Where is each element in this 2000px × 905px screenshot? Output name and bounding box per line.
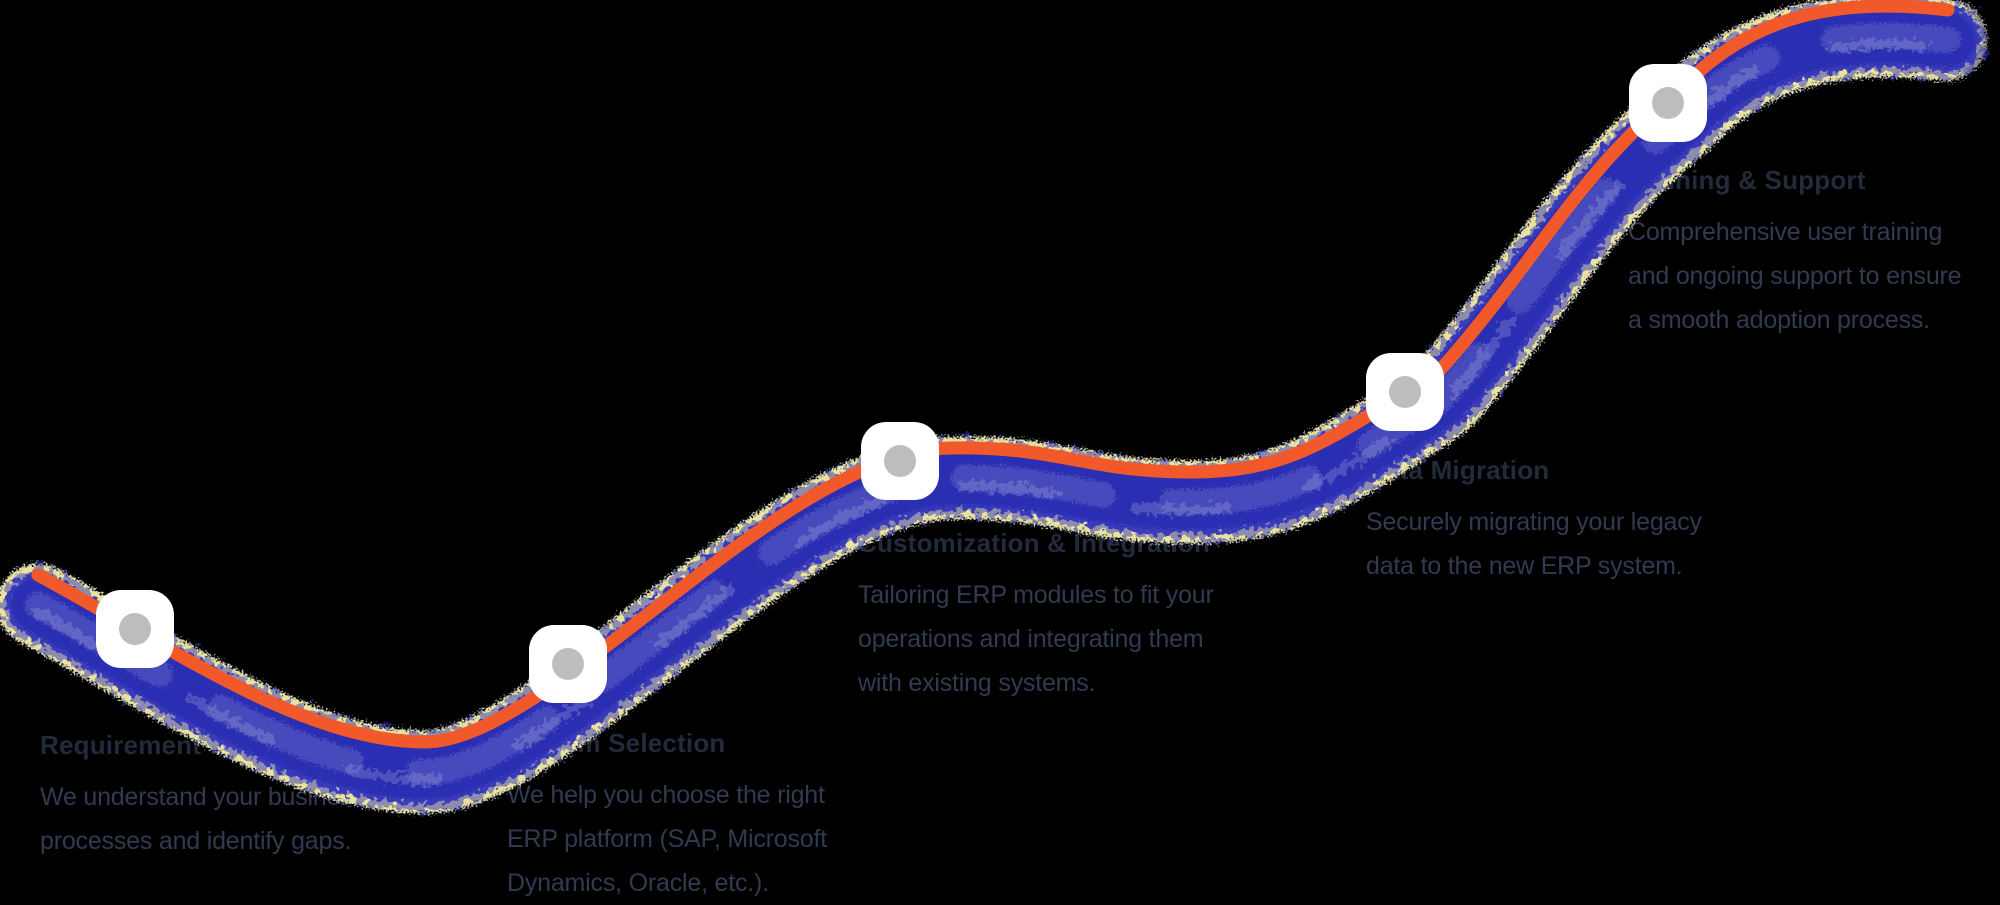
step-title: Data Migration [1366,455,1550,485]
step-description-line: with existing systems. [858,669,1096,697]
step-description-line: and ongoing support to ensure [1628,262,1962,290]
step-title: Customization & Integration [858,528,1211,558]
step-description-line: ERP platform (SAP, Microsoft [507,825,827,853]
step-description-line: a smooth adoption process. [1628,306,1930,334]
step-block: System Selection We help you choose the r… [507,727,827,905]
step-title: System Selection [507,728,726,758]
step-block: Training & Support Comprehensive user tra… [1628,164,1962,342]
step-description-line: Securely migrating your legacy [1366,508,1702,536]
step-block: Data Migration Securely migrating your le… [1366,454,1702,588]
step-description-line: Comprehensive user training [1628,218,1943,246]
step-block: Customization & Integration Tailoring ERP… [858,527,1214,705]
step-description-line: data to the new ERP system. [1366,552,1683,580]
step-description-line: Dynamics, Oracle, etc.). [507,869,769,897]
step-description-line: We understand your business [40,783,365,811]
step-description-line: Tailoring ERP modules to fit your [858,581,1214,609]
step-description-line: processes and identify gaps. [40,827,352,855]
step-description-line: We help you choose the right [507,781,825,809]
step-description-line: operations and integrating them [858,625,1204,653]
step-title: Training & Support [1628,165,1866,195]
step-title: Requirement Gathering [40,730,334,760]
step-block: Requirement Gathering We understand your … [40,729,365,863]
